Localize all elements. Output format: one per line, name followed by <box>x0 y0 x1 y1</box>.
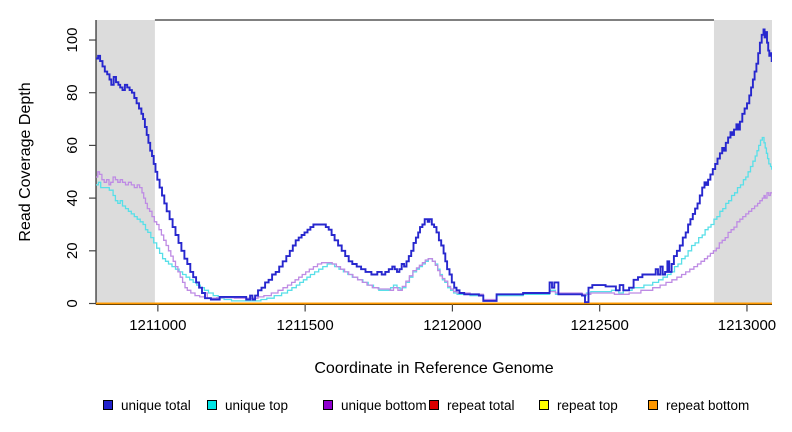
legend-swatch-icon <box>539 400 549 410</box>
y-tick-label: 40 <box>64 190 81 207</box>
shaded-region <box>96 20 155 305</box>
x-axis-title: Coordinate in Reference Genome <box>314 360 554 377</box>
y-tick-label: 0 <box>64 299 81 307</box>
series-unique-bottom <box>96 171 772 301</box>
y-tick-label: 100 <box>64 27 81 52</box>
legend-label: repeat total <box>447 397 515 413</box>
x-tick-label: 1212500 <box>570 317 628 334</box>
legend-swatch-icon <box>648 400 658 410</box>
legend-swatch-icon <box>103 400 113 410</box>
legend-item-unique-total: unique total <box>103 397 191 413</box>
x-tick-label: 1211000 <box>129 317 186 334</box>
legend-item-repeat-bottom: repeat bottom <box>648 397 749 413</box>
y-tick-label: 80 <box>64 84 81 101</box>
legend-item-repeat-top: repeat top <box>539 397 618 413</box>
legend-swatch-icon <box>429 400 439 410</box>
legend-label: unique top <box>225 397 289 413</box>
x-tick-label: 1212000 <box>423 317 481 334</box>
legend-label: unique bottom <box>341 397 427 413</box>
legend-swatch-icon <box>207 400 217 410</box>
series-unique-top <box>96 136 772 302</box>
x-tick-label: 1211500 <box>276 317 333 334</box>
legend-label: repeat top <box>557 397 618 413</box>
legend-item-unique-bottom: unique bottom <box>323 397 427 413</box>
y-tick-label: 60 <box>64 137 81 154</box>
legend-label: unique total <box>121 397 191 413</box>
shaded-region <box>713 20 772 305</box>
legend-item-repeat-total: repeat total <box>429 397 515 413</box>
legend: unique total unique top unique bottom repea… <box>0 397 792 415</box>
series-unique-total <box>96 28 772 304</box>
y-tick-label: 20 <box>64 242 81 259</box>
legend-label: repeat bottom <box>666 397 750 413</box>
x-tick-label: 1213000 <box>718 317 776 334</box>
legend-item-unique-top: unique top <box>207 397 288 413</box>
legend-swatch-icon <box>323 400 333 410</box>
